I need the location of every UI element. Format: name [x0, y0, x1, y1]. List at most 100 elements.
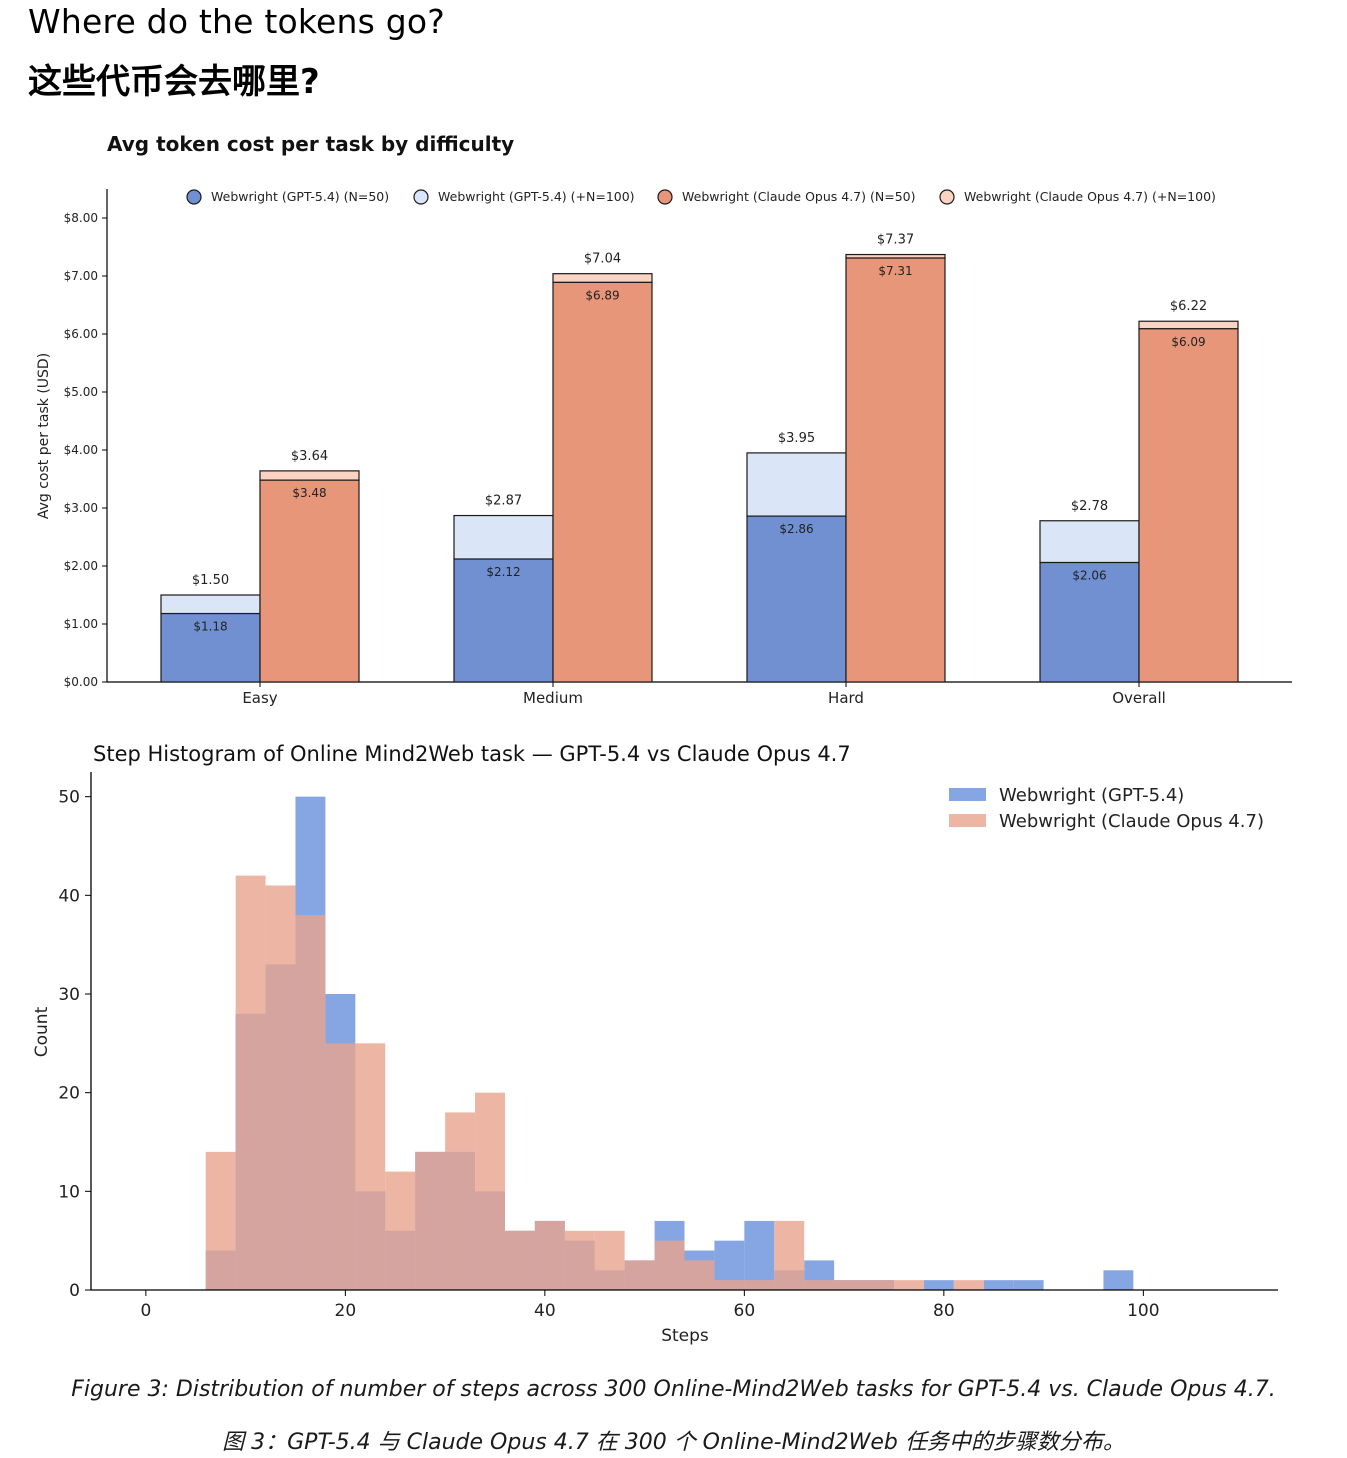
bar-chart-bars — [160, 253, 1239, 683]
histogram-y-axis-label: Count — [32, 1006, 52, 1057]
gpt-histogram-bar — [564, 1240, 595, 1290]
claude-histogram-bar — [205, 1151, 236, 1290]
base-value-label: $2.86 — [779, 522, 813, 536]
gpt-histogram-bar — [295, 796, 326, 1290]
legend-marker — [413, 189, 429, 205]
claude-histogram-bar — [445, 1112, 476, 1290]
y-tick-label: $8.00 — [64, 211, 98, 225]
claude-histogram-bar — [504, 1230, 535, 1290]
gpt-histogram-bar — [864, 1280, 894, 1290]
bar-chart-y-axis-label: Avg cost per task (USD) — [36, 353, 52, 519]
bar-chart-axes: $0.00 $1.00 $2.00 $3.00 $4.00 $5.00 $6.00 $7.00… — [64, 189, 1292, 707]
gpt-histogram-bar — [774, 1270, 805, 1290]
gpt-histogram-bar — [355, 1191, 386, 1290]
legend-swatch — [949, 788, 986, 801]
legend-label: Webwright (Claude Opus 4.7) (N=50) — [682, 189, 915, 204]
gpt-histogram-bar — [983, 1280, 1014, 1290]
x-tick-label: Medium — [523, 689, 583, 707]
legend-label: Webwright (GPT-5.4) (+N=100) — [438, 189, 635, 204]
y-tick-label: $1.00 — [64, 617, 98, 631]
x-tick-label: 80 — [933, 1301, 955, 1321]
legend-marker — [186, 189, 202, 205]
claude-histogram-bar — [385, 1171, 416, 1290]
base-value-label: $7.31 — [878, 264, 912, 278]
claude-histogram-bar — [534, 1220, 565, 1290]
total-value-label: $7.04 — [584, 252, 621, 267]
y-tick-label: 50 — [58, 788, 80, 808]
claude-histogram-bar — [624, 1260, 655, 1290]
bar-chart-title: Avg token cost per task by difficulty — [107, 132, 514, 156]
legend-label: Webwright (GPT-5.4) — [999, 785, 1184, 806]
claude-histogram-bar — [355, 1043, 386, 1290]
claude-extra-bar — [1138, 320, 1239, 330]
claude-histogram-bar — [475, 1092, 505, 1290]
legend-label: Webwright (Claude Opus 4.7) — [999, 811, 1264, 832]
gpt-base-bar — [746, 515, 847, 683]
total-value-label: $6.22 — [1170, 299, 1207, 314]
claude-extra-bar — [552, 273, 653, 283]
token-cost-bar-chart: Avg token cost per task by difficulty Av… — [36, 132, 1292, 707]
gpt-histogram-bar — [475, 1191, 505, 1290]
base-value-label: $2.06 — [1072, 569, 1106, 583]
legend-marker — [939, 189, 955, 205]
gpt-extra-bar — [160, 594, 261, 615]
base-value-label: $6.09 — [1171, 335, 1205, 349]
histogram-bars — [205, 796, 1134, 1290]
claude-base-bar — [259, 479, 360, 683]
gpt-histogram-bar — [624, 1260, 655, 1290]
base-value-label: $2.12 — [486, 565, 520, 579]
legend-label: Webwright (Claude Opus 4.7) (+N=100) — [964, 189, 1216, 204]
gpt-histogram-bar — [385, 1230, 416, 1290]
y-tick-label: $7.00 — [64, 269, 98, 283]
claude-histogram-bar — [893, 1280, 924, 1290]
total-value-label: $1.50 — [192, 573, 229, 588]
claude-histogram-bar — [564, 1230, 595, 1290]
base-value-label: $3.48 — [292, 486, 326, 500]
y-tick-label: $6.00 — [64, 327, 98, 341]
gpt-histogram-bar — [265, 964, 296, 1290]
histogram-axes: 0 10 20 30 40 50 0 20 40 60 80 100 — [58, 772, 1278, 1321]
claude-histogram-bar — [295, 915, 326, 1290]
y-tick-label: $0.00 — [64, 675, 98, 689]
gpt-base-bar — [160, 612, 261, 683]
y-tick-label: 40 — [58, 886, 80, 906]
gpt-extra-bar — [1039, 520, 1140, 564]
legend-label: Webwright (GPT-5.4) (N=50) — [211, 189, 389, 204]
histogram-legend: Webwright (GPT-5.4) Webwright (Claude Opu… — [949, 785, 1264, 832]
y-tick-label: 20 — [58, 1084, 80, 1104]
gpt-histogram-bar — [1013, 1280, 1044, 1290]
gpt-histogram-bar — [415, 1151, 446, 1290]
gpt-extra-bar — [453, 514, 554, 560]
gpt-histogram-bar — [1103, 1270, 1134, 1290]
gpt-histogram-bar — [325, 994, 356, 1290]
page-title-en: Where do the tokens go? — [28, 2, 445, 41]
x-tick-label: 60 — [734, 1301, 756, 1321]
x-tick-label: Easy — [242, 689, 277, 707]
y-tick-label: 30 — [58, 985, 80, 1005]
claude-histogram-bar — [235, 875, 266, 1290]
x-tick-label: 100 — [1127, 1301, 1159, 1321]
claude-histogram-bar — [834, 1280, 865, 1290]
gpt-histogram-bar — [534, 1220, 565, 1290]
y-tick-label: 0 — [69, 1281, 80, 1301]
gpt-base-bar — [1039, 561, 1140, 683]
legend-swatch — [949, 814, 986, 827]
claude-extra-bar — [259, 470, 360, 481]
x-tick-label: 0 — [140, 1301, 151, 1321]
claude-histogram-bar — [714, 1280, 745, 1290]
claude-histogram-bar — [774, 1220, 805, 1290]
y-tick-label: $3.00 — [64, 501, 98, 515]
y-tick-label: $4.00 — [64, 443, 98, 457]
gpt-histogram-bar — [714, 1240, 745, 1290]
y-tick-label: 10 — [58, 1182, 80, 1202]
gpt-histogram-bar — [235, 1013, 266, 1290]
gpt-histogram-bar — [594, 1270, 625, 1290]
gpt-histogram-bar — [834, 1280, 865, 1290]
gpt-histogram-bar — [923, 1280, 954, 1290]
base-value-label: $6.89 — [585, 288, 619, 302]
claude-base-bar — [552, 281, 653, 683]
page-title-zh: 这些代币会去哪里? — [28, 62, 320, 102]
claude-base-bar — [845, 257, 946, 683]
gpt-histogram-bar — [205, 1250, 236, 1290]
bar-chart-legend: Webwright (GPT-5.4) (N=50) Webwright (GPT… — [186, 189, 1216, 205]
